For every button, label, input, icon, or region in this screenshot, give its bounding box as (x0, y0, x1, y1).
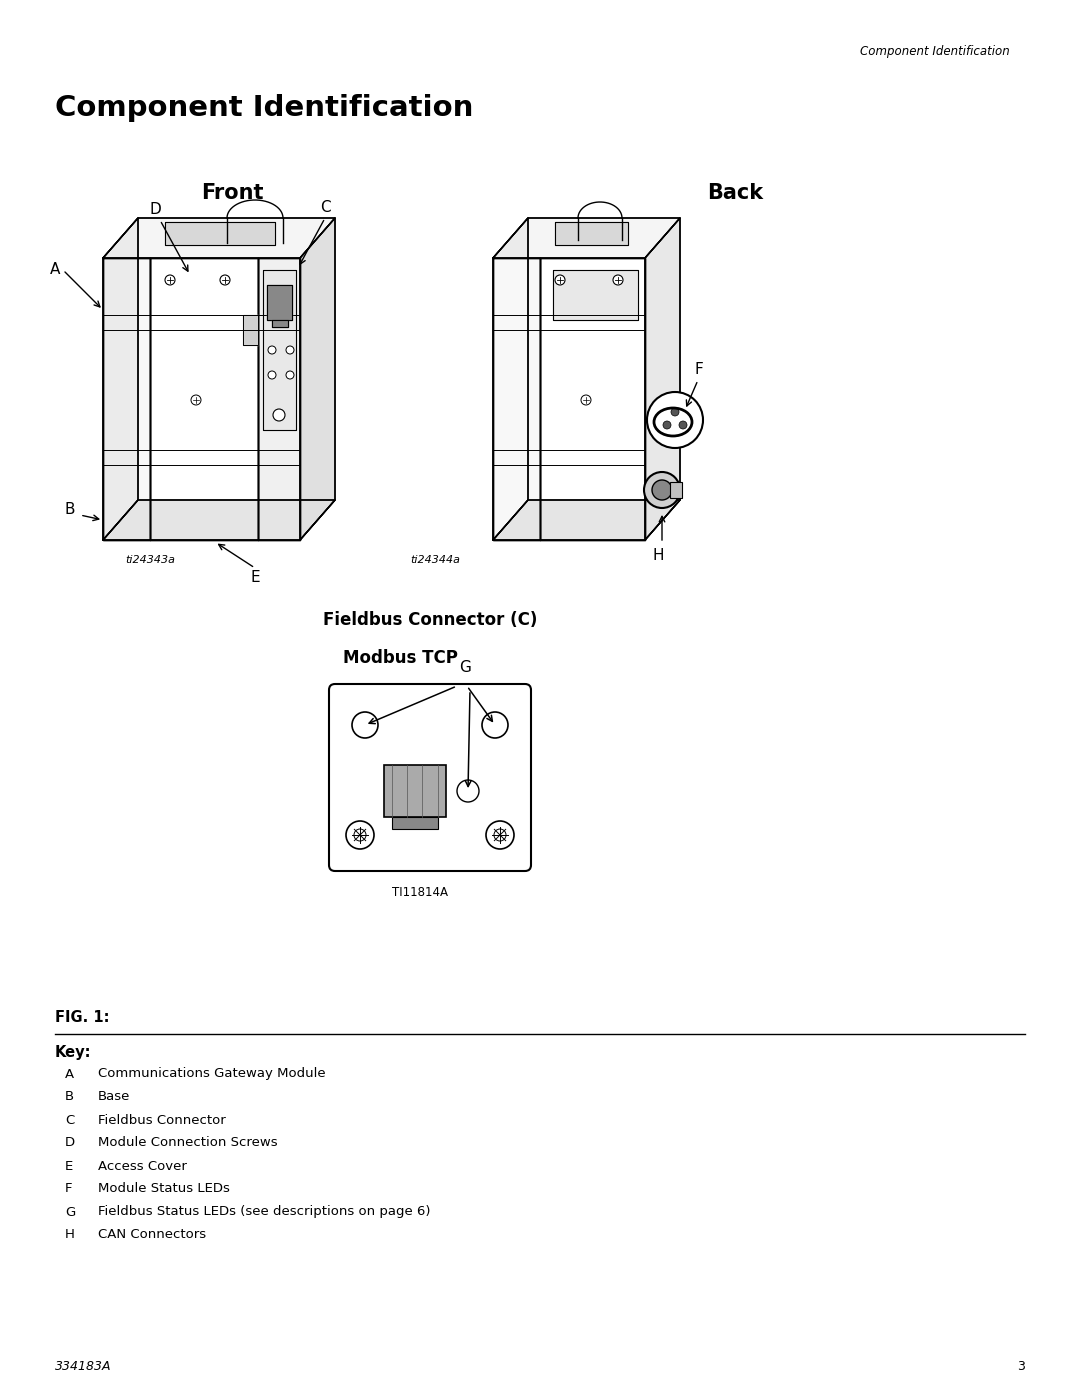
Bar (384, 766, 446, 817)
Text: Component Identification: Component Identification (55, 94, 473, 122)
Bar (670, 482, 681, 497)
Polygon shape (264, 270, 296, 430)
Text: Modbus TCP: Modbus TCP (342, 650, 458, 666)
Text: Communications Gateway Module: Communications Gateway Module (98, 1067, 326, 1080)
Text: Module Status LEDs: Module Status LEDs (98, 1182, 230, 1196)
Circle shape (165, 275, 175, 285)
Text: Back: Back (707, 183, 764, 203)
Circle shape (581, 395, 591, 405)
Polygon shape (555, 222, 627, 244)
Bar (392, 817, 438, 828)
Text: E: E (251, 570, 260, 585)
Text: B: B (65, 1091, 75, 1104)
Circle shape (346, 821, 374, 849)
Text: Access Cover: Access Cover (98, 1160, 187, 1172)
Circle shape (663, 420, 671, 429)
Text: A: A (50, 263, 60, 278)
Polygon shape (553, 270, 638, 320)
Polygon shape (103, 218, 138, 541)
Text: Fieldbus Connector: Fieldbus Connector (98, 1113, 226, 1126)
Text: G: G (65, 1206, 76, 1218)
Text: D: D (149, 203, 161, 218)
Text: F: F (65, 1182, 72, 1196)
Text: 3: 3 (1017, 1361, 1025, 1373)
Circle shape (268, 372, 276, 379)
Text: ti24344a: ti24344a (410, 555, 460, 564)
Text: B: B (65, 503, 76, 517)
Polygon shape (150, 258, 258, 541)
Circle shape (644, 472, 680, 509)
Text: A: A (65, 1067, 75, 1080)
Circle shape (352, 712, 378, 738)
Circle shape (286, 346, 294, 353)
Polygon shape (103, 218, 335, 258)
Polygon shape (300, 218, 335, 541)
Circle shape (652, 481, 672, 500)
Text: Module Connection Screws: Module Connection Screws (98, 1137, 278, 1150)
Circle shape (679, 420, 687, 429)
Text: TI11814A: TI11814A (392, 887, 448, 900)
Polygon shape (645, 218, 680, 541)
FancyBboxPatch shape (329, 685, 531, 870)
Text: Front: Front (201, 183, 264, 203)
Circle shape (486, 821, 514, 849)
Text: Component Identification: Component Identification (861, 46, 1010, 59)
Circle shape (613, 275, 623, 285)
Polygon shape (272, 320, 288, 327)
Polygon shape (103, 500, 335, 541)
Circle shape (286, 372, 294, 379)
Text: G: G (459, 661, 471, 676)
Text: Base: Base (98, 1091, 131, 1104)
Text: C: C (320, 201, 330, 215)
Circle shape (273, 409, 285, 420)
Text: C: C (65, 1113, 75, 1126)
Text: H: H (65, 1228, 75, 1242)
Circle shape (220, 275, 230, 285)
Polygon shape (492, 218, 680, 258)
Text: Key:: Key: (55, 1045, 92, 1059)
Text: E: E (65, 1160, 73, 1172)
Text: D: D (65, 1137, 76, 1150)
Circle shape (647, 393, 703, 448)
Text: CAN Connectors: CAN Connectors (98, 1228, 206, 1242)
Polygon shape (258, 258, 300, 541)
Circle shape (191, 395, 201, 405)
Polygon shape (103, 258, 150, 541)
Polygon shape (540, 258, 645, 541)
Circle shape (482, 712, 508, 738)
Circle shape (555, 275, 565, 285)
Polygon shape (492, 258, 540, 541)
Circle shape (268, 346, 276, 353)
Text: H: H (652, 548, 664, 563)
Polygon shape (267, 285, 292, 320)
Polygon shape (492, 500, 680, 541)
Text: 334183A: 334183A (55, 1361, 111, 1373)
Circle shape (457, 780, 480, 802)
Polygon shape (492, 218, 528, 541)
Polygon shape (165, 222, 275, 244)
Text: F: F (696, 362, 704, 377)
Circle shape (671, 408, 679, 416)
Text: Fieldbus Status LEDs (see descriptions on page 6): Fieldbus Status LEDs (see descriptions o… (98, 1206, 431, 1218)
Text: FIG. 1:: FIG. 1: (55, 1010, 109, 1025)
Polygon shape (243, 314, 258, 345)
Text: Fieldbus Connector (C): Fieldbus Connector (C) (323, 610, 537, 629)
Text: ti24343a: ti24343a (125, 555, 175, 564)
